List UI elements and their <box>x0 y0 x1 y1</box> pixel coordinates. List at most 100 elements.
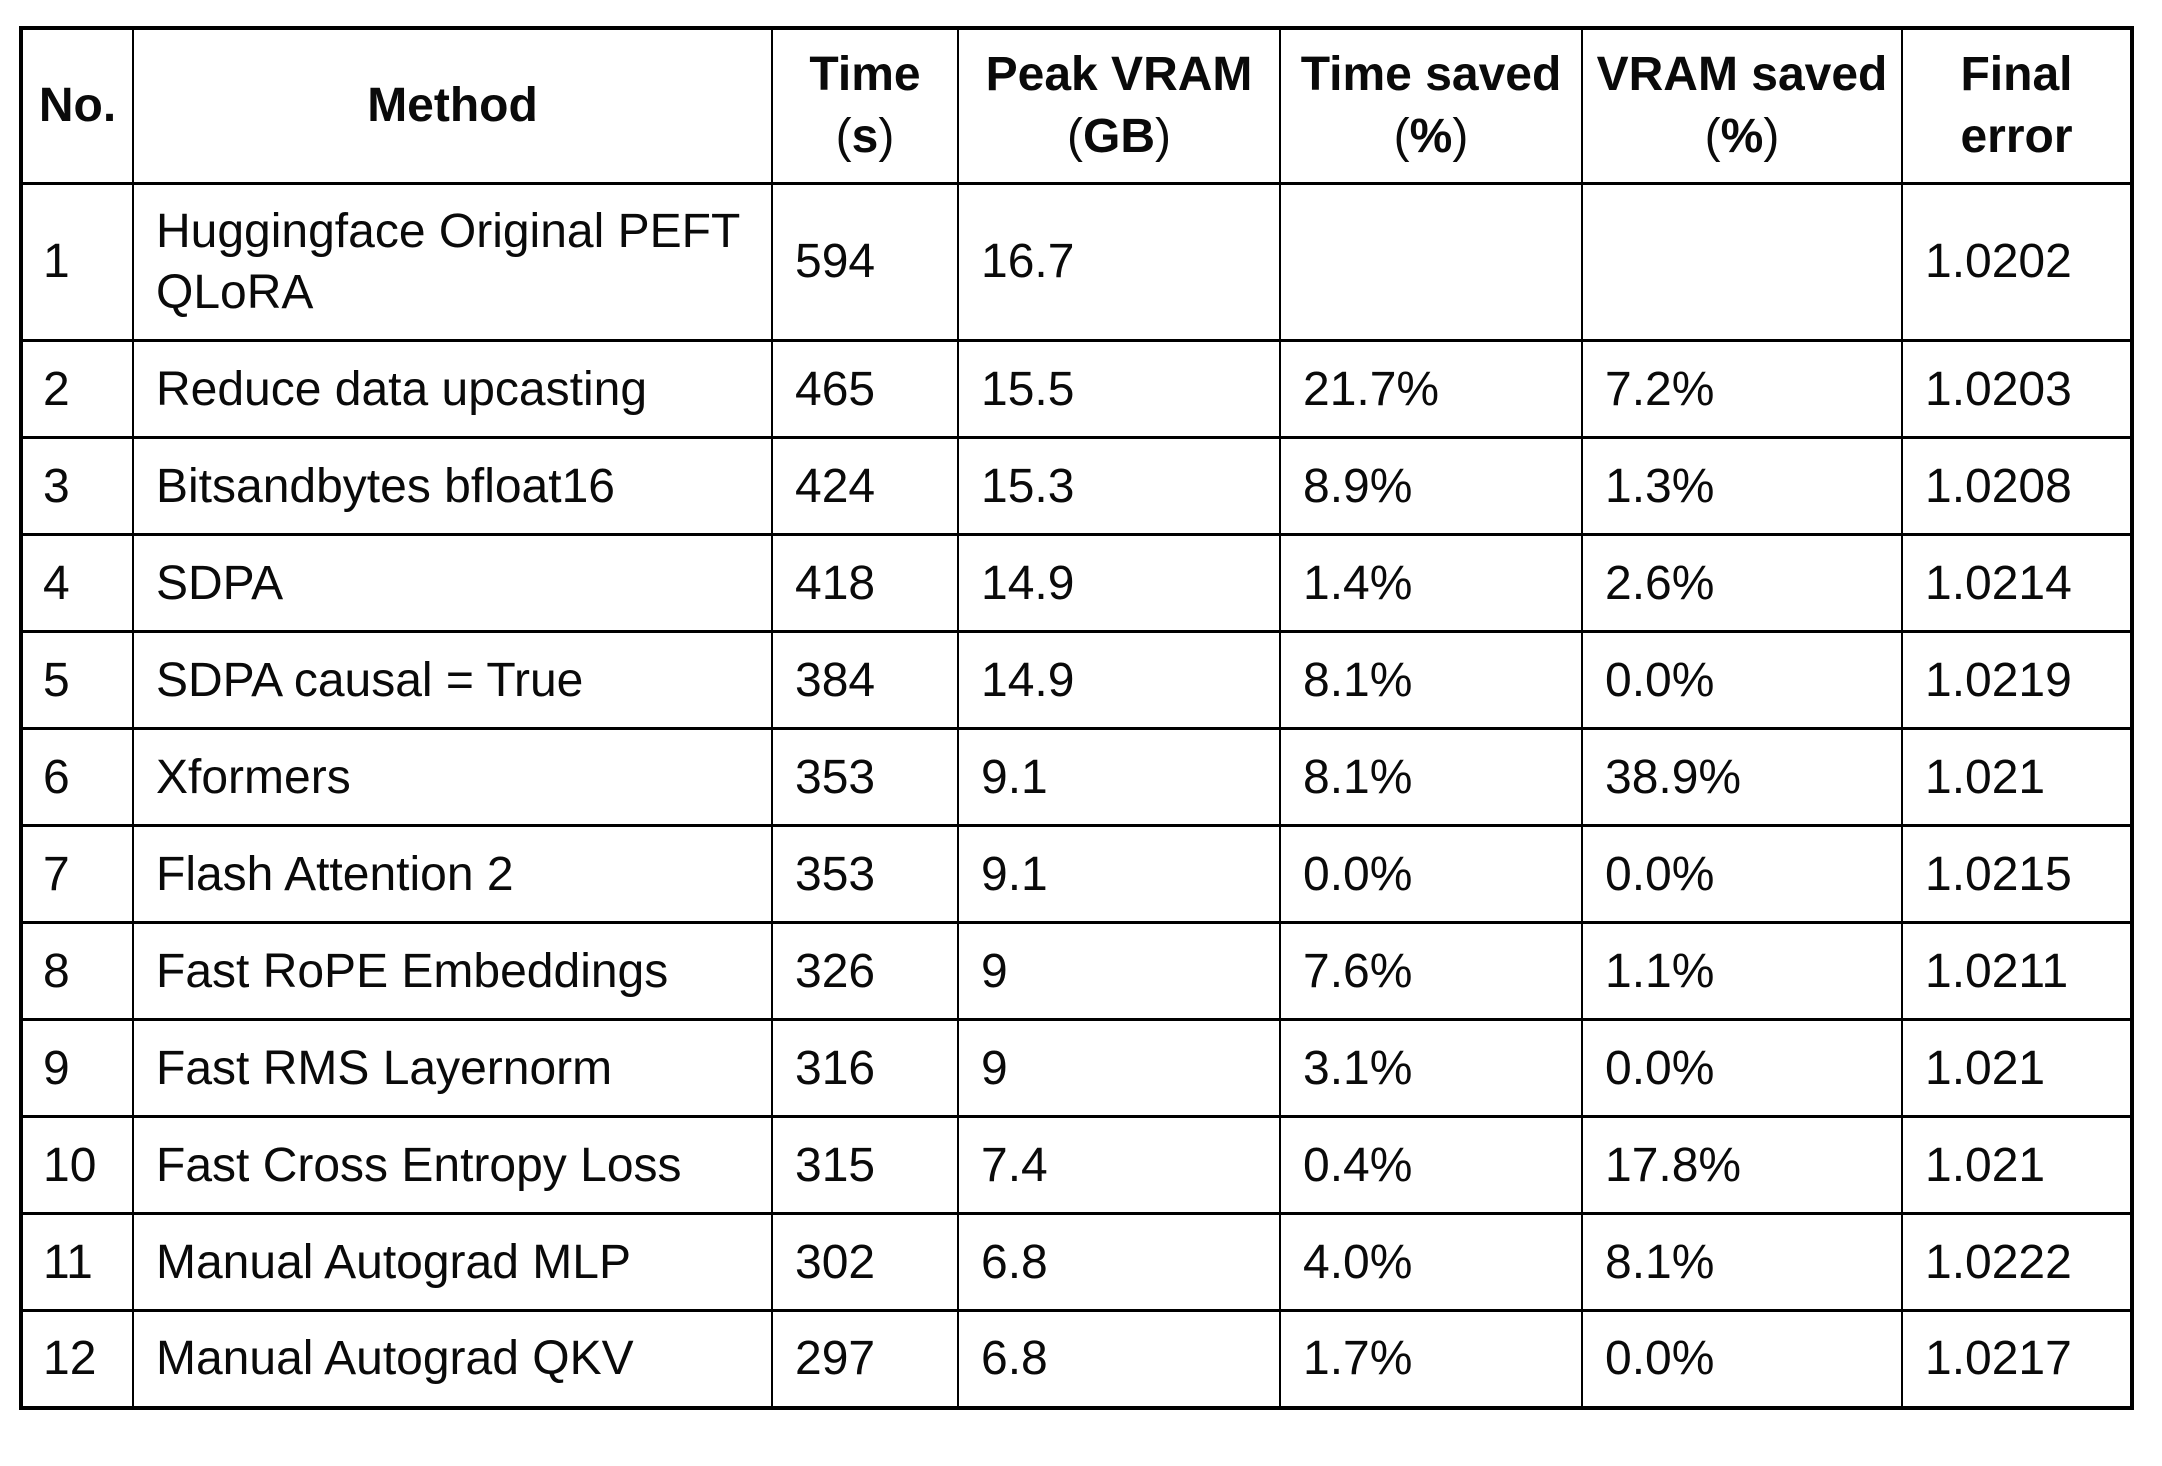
header-row: No. Method Time (s) Peak VRAM (GB) Time saved (… <box>20 26 2133 185</box>
cell-final_error: 1.021 <box>1901 727 2133 828</box>
cell-final_error: 1.021 <box>1901 1115 2133 1216</box>
cell-time: 297 <box>771 1309 959 1410</box>
cell-vram_saved: 1.3% <box>1581 436 1903 537</box>
cell-vram_saved: 1.1% <box>1581 921 1903 1022</box>
table-row: 8 Fast RoPE Embeddings 326 9 7.6% 1.1% 1.0211 <box>20 921 2133 1022</box>
cell-final_error: 1.0203 <box>1901 339 2133 440</box>
table-row: 1 Huggingface Original PEFT QLoRA 594 16.7 1… <box>20 181 2133 343</box>
cell-method: Bitsandbytes bfloat16 <box>132 436 773 537</box>
column-header-label: VRAM saved <box>1596 48 1888 102</box>
column-header-no: No. <box>20 26 134 185</box>
cell-time: 326 <box>771 921 959 1022</box>
cell-time: 353 <box>771 824 959 925</box>
cell-time: 353 <box>771 727 959 828</box>
column-header-label: Peak VRAM <box>985 48 1253 102</box>
table-header: No. Method Time (s) Peak VRAM (GB) Time saved (… <box>20 26 2133 185</box>
cell-final_error: 1.0222 <box>1901 1212 2133 1313</box>
column-header-time_saved: Time saved (%) <box>1279 26 1583 185</box>
table-row: 9 Fast RMS Layernorm 316 9 3.1% 0.0% 1.021 <box>20 1018 2133 1119</box>
cell-method: Fast RoPE Embeddings <box>132 921 773 1022</box>
cell-final_error: 1.0208 <box>1901 436 2133 537</box>
cell-time: 594 <box>771 181 959 343</box>
cell-no: 10 <box>20 1115 134 1216</box>
cell-final_error: 1.0219 <box>1901 630 2133 731</box>
cell-vram_saved: 2.6% <box>1581 533 1903 634</box>
cell-peak_vram: 15.3 <box>957 436 1281 537</box>
cell-final_error: 1.0202 <box>1901 181 2133 343</box>
cell-peak_vram: 7.4 <box>957 1115 1281 1216</box>
cell-method: Manual Autograd QKV <box>132 1309 773 1410</box>
cell-time_saved: 0.0% <box>1279 824 1583 925</box>
cell-method: SDPA <box>132 533 773 634</box>
cell-vram_saved: 0.0% <box>1581 1309 1903 1410</box>
column-header-unit: (%) <box>1704 109 1780 163</box>
column-header-vram_saved: VRAM saved (%) <box>1581 26 1903 185</box>
table-body: 1 Huggingface Original PEFT QLoRA 594 16.7 1… <box>20 181 2133 1410</box>
column-header-final_error: Final error <box>1901 26 2133 185</box>
cell-method: Manual Autograd MLP <box>132 1212 773 1313</box>
column-header-label-line2: error <box>1960 109 2073 163</box>
column-header-label: Time saved <box>1300 48 1562 102</box>
cell-time: 465 <box>771 339 959 440</box>
cell-time: 424 <box>771 436 959 537</box>
cell-peak_vram: 14.9 <box>957 533 1281 634</box>
column-header-unit: (%) <box>1393 109 1469 163</box>
cell-no: 6 <box>20 727 134 828</box>
column-header-unit: (GB) <box>1067 109 1171 163</box>
table-row: 3 Bitsandbytes bfloat16 424 15.3 8.9% 1.3% 1.0… <box>20 436 2133 537</box>
benchmark-table: No. Method Time (s) Peak VRAM (GB) Time saved (… <box>19 26 2134 1410</box>
table-row: 2 Reduce data upcasting 465 15.5 21.7% 7.2% 1.… <box>20 339 2133 440</box>
cell-no: 8 <box>20 921 134 1022</box>
cell-time_saved: 4.0% <box>1279 1212 1583 1313</box>
cell-vram_saved: 0.0% <box>1581 1018 1903 1119</box>
column-header-method: Method <box>132 26 773 185</box>
cell-time_saved: 7.6% <box>1279 921 1583 1022</box>
cell-no: 4 <box>20 533 134 634</box>
cell-time_saved: 8.1% <box>1279 727 1583 828</box>
cell-time: 418 <box>771 533 959 634</box>
column-header-unit: (s) <box>835 109 895 163</box>
table-row: 10 Fast Cross Entropy Loss 315 7.4 0.4% 17.8%… <box>20 1115 2133 1216</box>
cell-final_error: 1.0214 <box>1901 533 2133 634</box>
cell-method: Fast RMS Layernorm <box>132 1018 773 1119</box>
cell-vram_saved: 0.0% <box>1581 630 1903 731</box>
cell-no: 9 <box>20 1018 134 1119</box>
cell-final_error: 1.0215 <box>1901 824 2133 925</box>
column-header-peak_vram: Peak VRAM (GB) <box>957 26 1281 185</box>
cell-time: 302 <box>771 1212 959 1313</box>
cell-time_saved: 8.1% <box>1279 630 1583 731</box>
cell-no: 5 <box>20 630 134 731</box>
table-row: 7 Flash Attention 2 353 9.1 0.0% 0.0% 1.0215 <box>20 824 2133 925</box>
cell-no: 2 <box>20 339 134 440</box>
cell-time_saved <box>1279 181 1583 343</box>
cell-method: Flash Attention 2 <box>132 824 773 925</box>
cell-final_error: 1.021 <box>1901 1018 2133 1119</box>
cell-no: 1 <box>20 181 134 343</box>
table-row: 4 SDPA 418 14.9 1.4% 2.6% 1.0214 <box>20 533 2133 634</box>
cell-method: Huggingface Original PEFT QLoRA <box>132 181 773 343</box>
cell-vram_saved: 17.8% <box>1581 1115 1903 1216</box>
cell-peak_vram: 9 <box>957 1018 1281 1119</box>
table-row: 11 Manual Autograd MLP 302 6.8 4.0% 8.1% 1.022… <box>20 1212 2133 1313</box>
cell-peak_vram: 9.1 <box>957 824 1281 925</box>
cell-method: SDPA causal = True <box>132 630 773 731</box>
cell-vram_saved: 0.0% <box>1581 824 1903 925</box>
cell-final_error: 1.0217 <box>1901 1309 2133 1410</box>
cell-vram_saved: 7.2% <box>1581 339 1903 440</box>
cell-peak_vram: 9 <box>957 921 1281 1022</box>
table-row: 6 Xformers 353 9.1 8.1% 38.9% 1.021 <box>20 727 2133 828</box>
column-header-label: Final <box>1960 48 2073 102</box>
table-row: 12 Manual Autograd QKV 297 6.8 1.7% 0.0% 1.021… <box>20 1309 2133 1410</box>
cell-peak_vram: 6.8 <box>957 1309 1281 1410</box>
cell-peak_vram: 16.7 <box>957 181 1281 343</box>
cell-no: 12 <box>20 1309 134 1410</box>
cell-time_saved: 1.4% <box>1279 533 1583 634</box>
column-header-label: No. <box>38 79 117 133</box>
cell-vram_saved: 38.9% <box>1581 727 1903 828</box>
cell-time: 315 <box>771 1115 959 1216</box>
cell-vram_saved <box>1581 181 1903 343</box>
cell-time_saved: 3.1% <box>1279 1018 1583 1119</box>
cell-final_error: 1.0211 <box>1901 921 2133 1022</box>
cell-time_saved: 0.4% <box>1279 1115 1583 1216</box>
cell-peak_vram: 9.1 <box>957 727 1281 828</box>
